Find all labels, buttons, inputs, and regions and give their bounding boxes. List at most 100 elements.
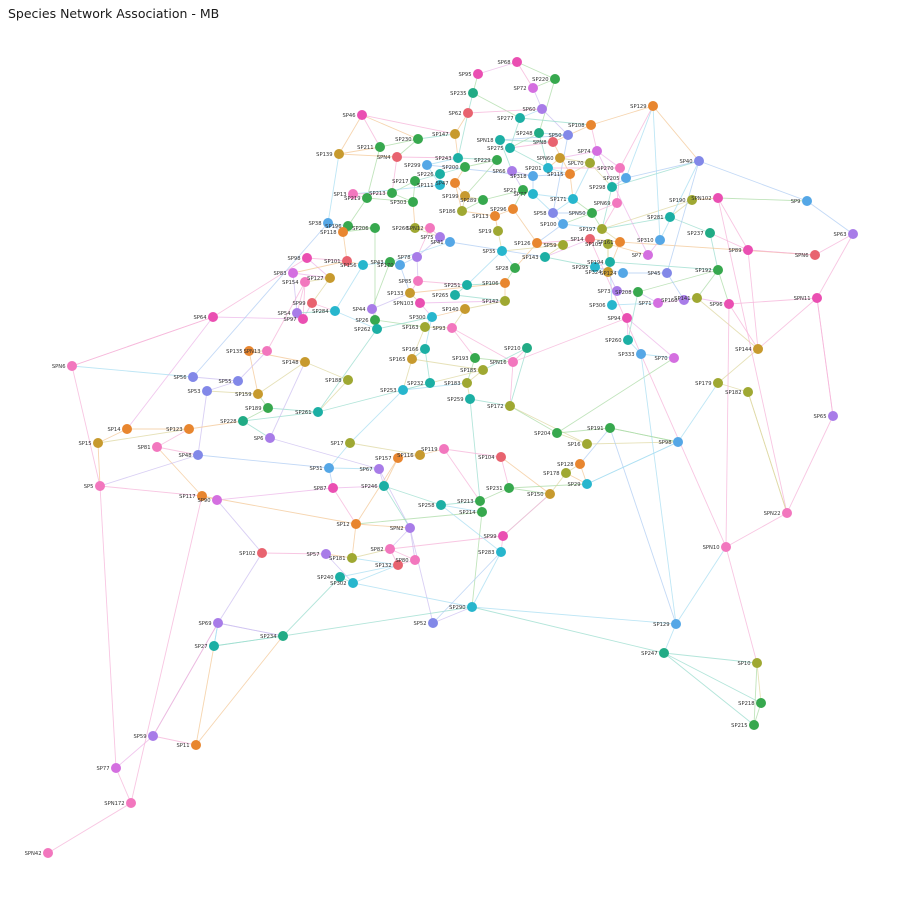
- network-node[interactable]: SP302: [348, 578, 358, 588]
- network-node[interactable]: SP128: [575, 459, 585, 469]
- network-node[interactable]: SP190: [687, 195, 697, 205]
- network-node[interactable]: SP142: [500, 296, 510, 306]
- network-node[interactable]: SP284: [330, 306, 340, 316]
- network-node[interactable]: SP189: [263, 403, 273, 413]
- network-node[interactable]: SP17: [345, 438, 355, 448]
- network-node[interactable]: SP226: [435, 169, 445, 179]
- network-node[interactable]: SP277: [515, 113, 525, 123]
- network-node[interactable]: SP290: [467, 602, 477, 612]
- network-node[interactable]: SP12: [351, 519, 361, 529]
- network-node[interactable]: SP28: [510, 263, 520, 273]
- network-node[interactable]: SPN42: [43, 848, 53, 858]
- network-node[interactable]: SP129: [648, 101, 658, 111]
- network-node[interactable]: SP171: [568, 194, 578, 204]
- network-node[interactable]: SP234: [278, 631, 288, 641]
- network-node[interactable]: SP90: [212, 495, 222, 505]
- network-node[interactable]: SP161: [615, 237, 625, 247]
- network-node[interactable]: SP11: [191, 740, 201, 750]
- network-node[interactable]: SPN103: [415, 298, 425, 308]
- network-node[interactable]: SP165: [407, 354, 417, 364]
- network-node[interactable]: SP14: [122, 424, 132, 434]
- network-node[interactable]: SP275: [505, 143, 515, 153]
- network-node[interactable]: SP104: [496, 452, 506, 462]
- network-node[interactable]: SP247: [659, 648, 669, 658]
- network-node[interactable]: SP87: [328, 483, 338, 493]
- network-node[interactable]: SP56: [188, 372, 198, 382]
- network-node[interactable]: SP217: [410, 176, 420, 186]
- network-node[interactable]: SP310: [655, 235, 665, 245]
- network-node[interactable]: SP201: [543, 163, 553, 173]
- network-node[interactable]: SPL70: [585, 158, 595, 168]
- network-node[interactable]: SP117: [197, 491, 207, 501]
- network-node[interactable]: SP296: [508, 204, 518, 214]
- network-node[interactable]: SP194: [605, 257, 615, 267]
- network-node[interactable]: SP181: [347, 553, 357, 563]
- network-node[interactable]: SP45: [662, 268, 672, 278]
- network-node[interactable]: SPN172: [126, 798, 136, 808]
- network-node[interactable]: SP101: [342, 256, 352, 266]
- network-node[interactable]: SP116: [415, 450, 425, 460]
- network-node[interactable]: SP103: [603, 239, 613, 249]
- network-node[interactable]: SP89: [743, 245, 753, 255]
- network-node[interactable]: SP38: [323, 218, 333, 228]
- network-node[interactable]: SP199: [460, 191, 470, 201]
- network-node[interactable]: SPN18: [495, 135, 505, 145]
- network-node[interactable]: SP95: [473, 69, 483, 79]
- network-node[interactable]: SP228: [238, 416, 248, 426]
- network-node[interactable]: SP133: [405, 288, 415, 298]
- network-node[interactable]: SP186: [457, 206, 467, 216]
- network-node[interactable]: SP19: [493, 226, 503, 236]
- network-node[interactable]: SP119: [439, 444, 449, 454]
- network-node[interactable]: SP159: [253, 389, 263, 399]
- network-node[interactable]: SP140: [460, 304, 470, 314]
- network-node[interactable]: SP127: [325, 273, 335, 283]
- network-node[interactable]: SP262: [372, 324, 382, 334]
- network-node[interactable]: SP71: [653, 298, 663, 308]
- network-node[interactable]: SPN22: [782, 508, 792, 518]
- network-node[interactable]: SP59: [148, 731, 158, 741]
- network-node[interactable]: SP27: [209, 641, 219, 651]
- network-node[interactable]: SP298: [607, 182, 617, 192]
- network-node[interactable]: SP52: [428, 618, 438, 628]
- network-node[interactable]: SP318: [528, 171, 538, 181]
- network-node[interactable]: SP129: [671, 619, 681, 629]
- network-node[interactable]: SP10: [752, 658, 762, 668]
- network-node[interactable]: SPN50: [587, 208, 597, 218]
- network-node[interactable]: SP132: [393, 560, 403, 570]
- network-node[interactable]: SP163: [420, 322, 430, 332]
- network-node[interactable]: SP258: [436, 500, 446, 510]
- network-node[interactable]: SP182: [743, 387, 753, 397]
- network-node[interactable]: SP111: [435, 180, 445, 190]
- network-node[interactable]: SP139: [334, 149, 344, 159]
- network-node[interactable]: SP75: [435, 232, 445, 242]
- network-node[interactable]: SP98: [673, 437, 683, 447]
- network-node[interactable]: SP232: [425, 378, 435, 388]
- network-node[interactable]: SP303: [408, 197, 418, 207]
- network-node[interactable]: SPN11: [812, 293, 822, 303]
- network-node[interactable]: SP333: [636, 349, 646, 359]
- network-node[interactable]: SP63: [848, 229, 858, 239]
- network-node[interactable]: SP53: [202, 386, 212, 396]
- network-node[interactable]: SP72: [528, 83, 538, 93]
- network-node[interactable]: SP237: [705, 228, 715, 238]
- network-node[interactable]: SPN2: [405, 523, 415, 533]
- network-node[interactable]: SP270: [615, 163, 625, 173]
- network-node[interactable]: SP124: [618, 268, 628, 278]
- network-node[interactable]: SP41: [445, 237, 455, 247]
- network-node[interactable]: SP126: [532, 238, 542, 248]
- network-node[interactable]: SP283: [496, 547, 506, 557]
- network-node[interactable]: SP57: [321, 549, 331, 559]
- network-node[interactable]: SP83: [288, 268, 298, 278]
- network-node[interactable]: SP50: [563, 130, 573, 140]
- network-node[interactable]: SP118: [338, 227, 348, 237]
- network-node[interactable]: SP68: [512, 57, 522, 67]
- network-node[interactable]: SPN10: [721, 542, 731, 552]
- network-node[interactable]: SP46: [357, 110, 367, 120]
- network-node[interactable]: SP266: [410, 223, 420, 233]
- network-node[interactable]: SPN6: [810, 250, 820, 260]
- network-node[interactable]: SP81: [152, 442, 162, 452]
- network-node[interactable]: SP43: [385, 257, 395, 267]
- network-node[interactable]: SP166: [420, 344, 430, 354]
- network-node[interactable]: SP48: [193, 450, 203, 460]
- network-node[interactable]: SP300: [427, 312, 437, 322]
